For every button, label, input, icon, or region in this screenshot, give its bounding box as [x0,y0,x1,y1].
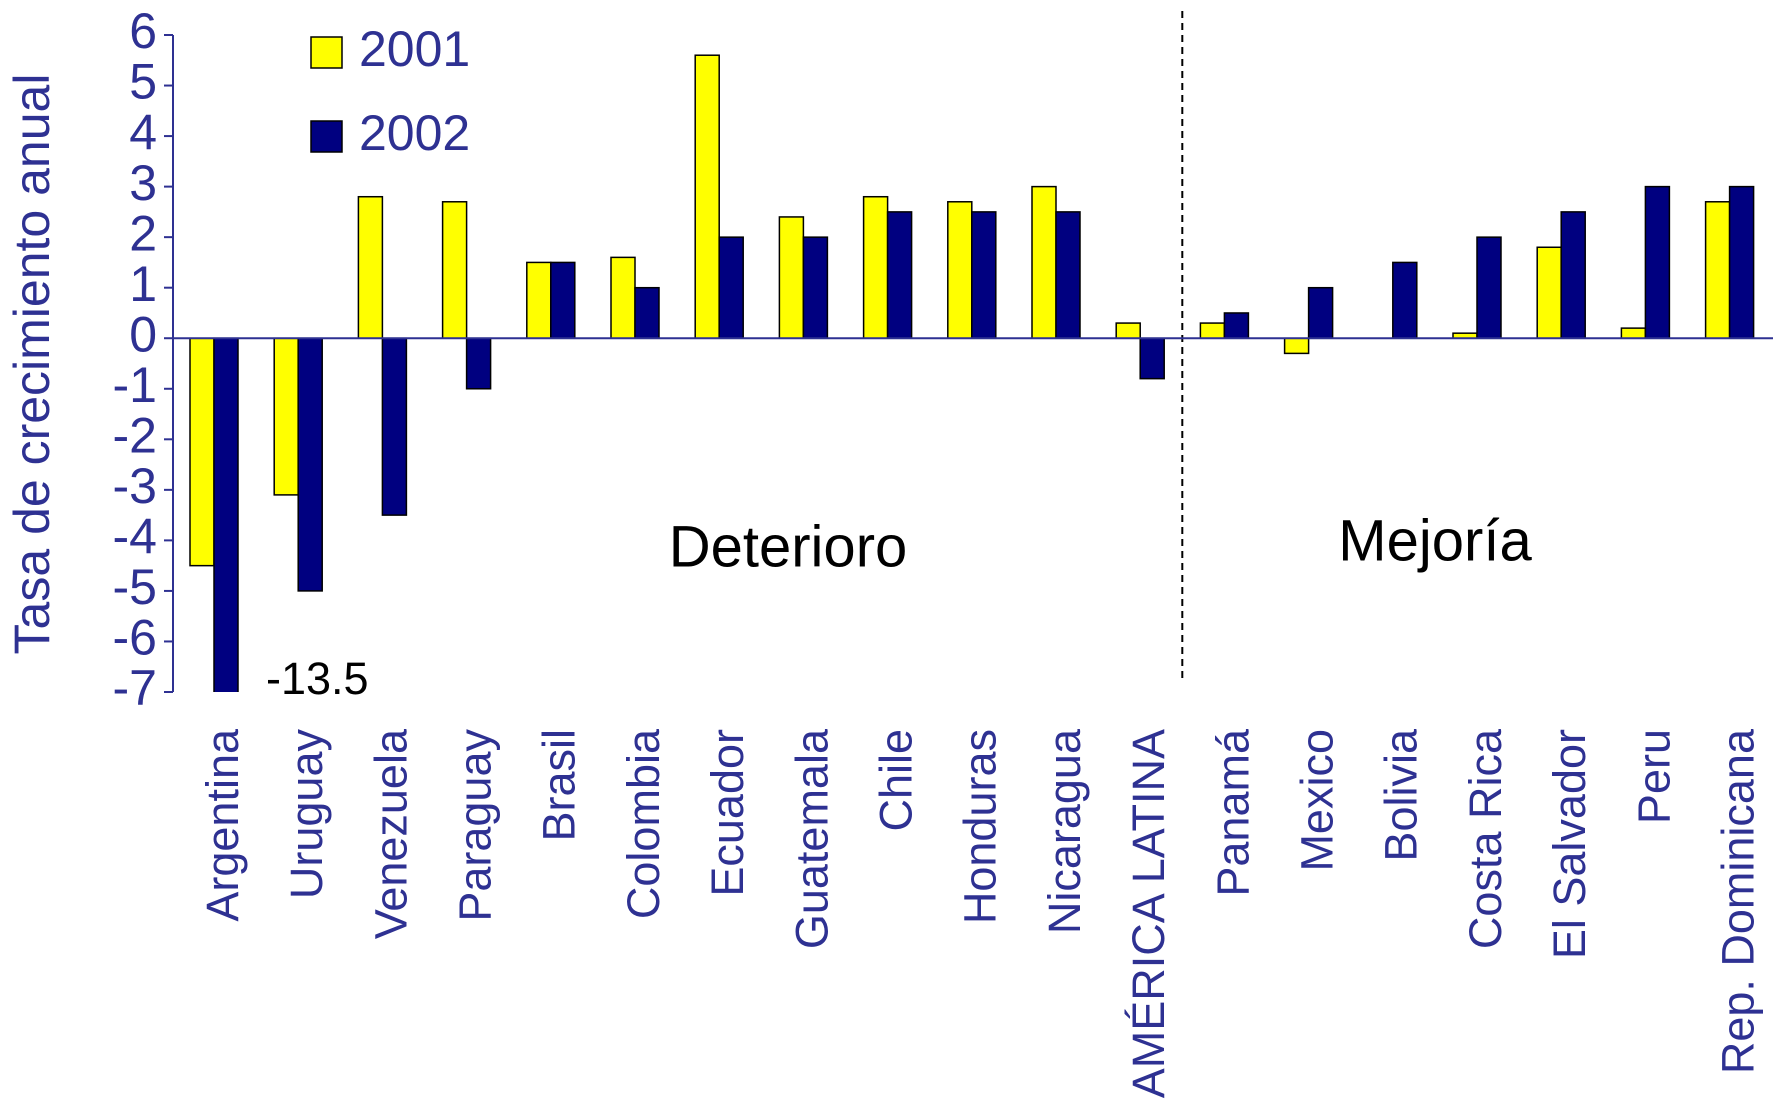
bar [971,211,997,339]
bar [610,256,636,339]
bar [1536,246,1562,339]
bar [1620,327,1647,339]
x-tick-label: Bolivia [1376,728,1427,862]
x-tick-label: Nicaragua [1039,728,1090,934]
y-tick-label: -3 [113,458,157,514]
bar [1476,236,1502,339]
x-tick-label: Colombia [618,728,669,919]
bar [213,337,239,692]
annotation: Mejoría [1338,508,1532,573]
y-tick-label: 2 [129,205,157,261]
legend-label: 2001 [359,21,470,77]
bar [1283,337,1310,355]
x-tick-label: Ecuador [702,729,753,897]
legend-swatch [310,120,343,153]
bar [465,337,492,390]
bar [1055,211,1081,339]
y-axis-label: Tasa de crecimiento anual [4,74,60,655]
bar [441,201,468,339]
bar [1199,322,1226,339]
bar [1307,286,1334,339]
bar [947,201,973,339]
bar [1728,185,1755,339]
legend-label: 2002 [359,105,470,161]
y-tick-label: 4 [129,104,157,160]
bar [1115,322,1141,339]
bar [1392,261,1418,339]
x-tick-label: El Salvador [1544,729,1595,959]
x-tick-label: Uruguay [281,729,332,900]
bar [1644,185,1671,339]
y-tick-label: 5 [129,54,157,110]
y-tick-label: -2 [113,408,157,464]
y-tick-label: -4 [113,509,157,565]
bar [1560,211,1586,339]
y-tick-label: -1 [113,357,157,413]
annotation: Deterioro [669,514,908,579]
y-tick-label: -7 [113,660,157,716]
bar [189,337,215,567]
bar [357,195,384,339]
bar [273,337,299,496]
bar [1704,201,1731,339]
bar [862,195,889,339]
bar [634,286,660,339]
y-tick-label: -5 [113,559,157,615]
bar [778,216,805,339]
x-tick-label: Brasil [534,729,585,842]
bar [1031,185,1057,339]
x-tick-label: Rep. Dominicana [1712,728,1763,1074]
x-tick-label: AMÉRICA LATINA [1123,729,1174,1098]
x-tick-label: Chile [870,729,921,832]
bar [886,211,913,339]
bar [718,236,744,339]
y-tick-label: 3 [129,155,157,211]
bar [1223,312,1250,339]
x-tick-label: Mexico [1291,729,1342,872]
y-tick-label: 6 [129,3,157,59]
bar [297,337,323,592]
y-tick-label: -6 [113,610,157,666]
bar [1139,337,1165,380]
y-tick-label: 1 [129,256,157,312]
bar [526,261,552,339]
legend-swatch [310,36,343,69]
value-label: -13.5 [266,653,369,704]
bar [802,236,829,339]
x-tick-label: Panamá [1207,728,1258,897]
x-tick-label: Peru [1628,729,1679,824]
bar [550,261,576,339]
x-tick-label: Costa Rica [1460,728,1511,949]
bar [381,337,408,516]
x-tick-label: Venezuela [365,728,416,939]
x-tick-label: Guatemala [786,728,837,949]
x-tick-label: Paraguay [449,729,500,922]
bar [694,54,720,339]
y-tick-label: 0 [129,306,157,362]
x-tick-label: Argentina [197,728,248,922]
x-tick-label: Honduras [955,729,1006,924]
